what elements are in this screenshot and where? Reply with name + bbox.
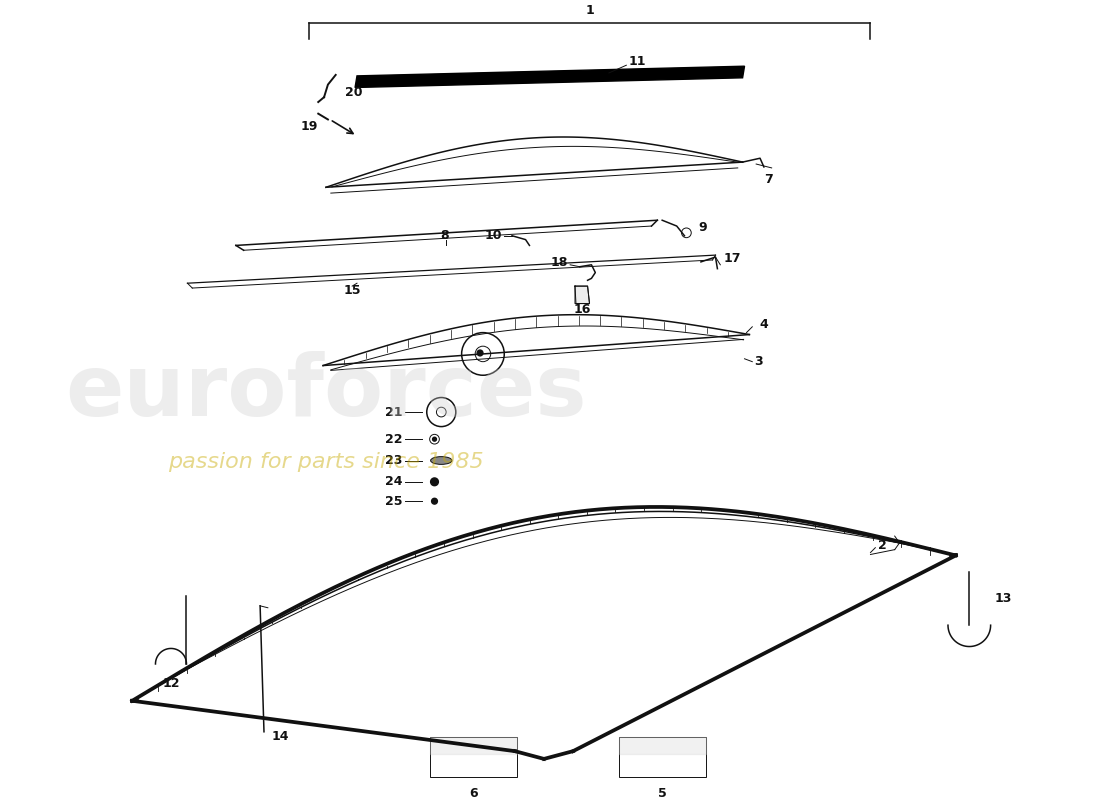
- Text: passion for parts since 1985: passion for parts since 1985: [168, 453, 484, 473]
- Text: 7: 7: [763, 173, 772, 186]
- Text: 25: 25: [385, 494, 403, 508]
- Bar: [618, 737, 706, 778]
- Text: 3: 3: [755, 355, 762, 368]
- Text: 15: 15: [343, 285, 361, 298]
- Text: 13: 13: [994, 591, 1012, 605]
- Text: 11: 11: [628, 55, 646, 68]
- Circle shape: [477, 350, 483, 356]
- Bar: [430, 737, 517, 778]
- Text: 24: 24: [385, 475, 403, 488]
- Circle shape: [431, 498, 438, 504]
- Text: euroforces: euroforces: [65, 351, 586, 434]
- Text: 16: 16: [574, 303, 592, 316]
- Text: 5: 5: [658, 787, 667, 800]
- Text: 10: 10: [485, 230, 503, 242]
- Text: 20: 20: [345, 86, 363, 99]
- Circle shape: [430, 478, 439, 486]
- Text: 4: 4: [759, 318, 768, 331]
- Text: 14: 14: [272, 730, 289, 743]
- Polygon shape: [575, 286, 590, 303]
- Text: 18: 18: [551, 256, 569, 270]
- Ellipse shape: [430, 457, 452, 464]
- Polygon shape: [430, 737, 517, 754]
- Text: 8: 8: [440, 230, 449, 242]
- Text: 2: 2: [878, 539, 887, 552]
- Text: 1: 1: [585, 4, 594, 17]
- Text: 17: 17: [723, 253, 740, 266]
- Polygon shape: [618, 737, 706, 754]
- Text: 22: 22: [385, 433, 403, 446]
- Text: 6: 6: [469, 787, 477, 800]
- Text: 12: 12: [162, 677, 179, 690]
- Text: 19: 19: [301, 120, 318, 133]
- Text: 23: 23: [385, 454, 403, 467]
- Text: 9: 9: [698, 222, 706, 234]
- Circle shape: [432, 438, 437, 441]
- Polygon shape: [355, 66, 745, 87]
- Text: 21: 21: [385, 406, 403, 418]
